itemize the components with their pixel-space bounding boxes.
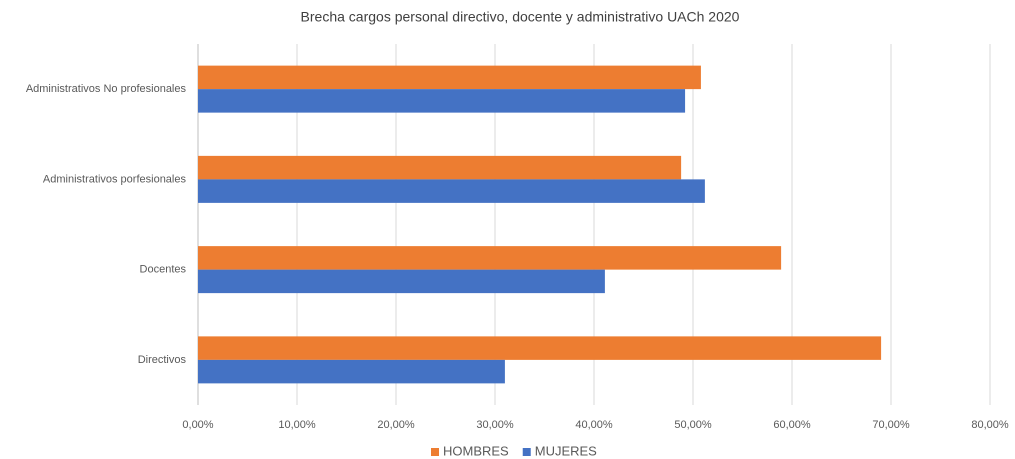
- chart-title: Brecha cargos personal directivo, docent…: [301, 9, 740, 25]
- legend-label: HOMBRES: [443, 443, 509, 458]
- y-tick-label: Administrativos No profesionales: [26, 83, 187, 95]
- x-tick-label: 40,00%: [575, 419, 613, 431]
- bar: [198, 246, 782, 270]
- bar: [198, 155, 682, 180]
- x-tick-label: 50,00%: [674, 419, 712, 431]
- x-tick-label: 20,00%: [377, 419, 415, 431]
- x-tick-label: 30,00%: [476, 419, 514, 431]
- y-tick-label: Directivos: [138, 354, 187, 366]
- x-tick-label: 70,00%: [872, 419, 910, 431]
- x-tick-label: 10,00%: [278, 419, 316, 431]
- bar: [198, 269, 605, 294]
- y-tick-label: Docentes: [140, 264, 187, 276]
- legend-label: MUJERES: [535, 443, 597, 458]
- legend-swatch: [522, 448, 531, 456]
- bar: [198, 65, 701, 90]
- legend-swatch: [431, 448, 439, 456]
- x-tick-label: 60,00%: [773, 419, 811, 431]
- x-tick-label: 0,00%: [182, 419, 213, 431]
- bar: [198, 179, 705, 203]
- bar: [198, 336, 882, 360]
- bar: [198, 359, 505, 384]
- x-tick-label: 80,00%: [971, 419, 1009, 431]
- bar: [198, 89, 686, 113]
- y-tick-label: Administrativos porfesionales: [43, 173, 187, 185]
